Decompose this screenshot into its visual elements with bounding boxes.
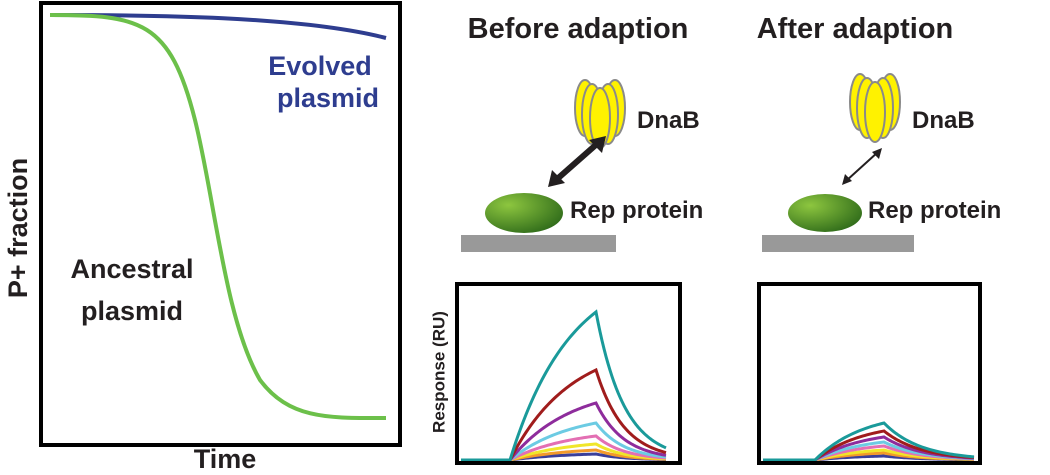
sensorgram-frame <box>455 282 682 465</box>
helicase-label: DnaB <box>637 107 700 134</box>
arrow-heads <box>548 136 606 187</box>
sensorgram-curve <box>461 309 667 462</box>
sensorgram-curve <box>461 442 667 462</box>
sensorgram-frame <box>757 282 982 465</box>
ancestral-curve <box>49 13 387 421</box>
curve-label: plasmid <box>81 296 183 326</box>
plot-frame <box>39 1 402 447</box>
panel-title: After adaption <box>757 13 954 45</box>
sensorgram-curve <box>461 367 667 462</box>
sensorgram-curves <box>461 309 975 462</box>
curve-label: plasmid <box>277 83 379 113</box>
curve-label: Ancestral <box>70 254 193 284</box>
surface <box>461 235 616 252</box>
interaction-arrow <box>845 151 879 182</box>
rep-protein <box>485 193 563 233</box>
arrow-heads <box>842 148 882 185</box>
panel-title: Before adaption <box>468 13 689 45</box>
x-axis-label: Time <box>194 444 257 474</box>
dnab-icon <box>574 79 626 149</box>
sensorgram-curve <box>461 434 667 462</box>
sensorgram-curve <box>763 421 975 462</box>
sensorgram-y-label: Response (RU) <box>429 311 448 433</box>
helicase-label: DnaB <box>912 107 975 134</box>
y-axis-label: P+ fraction <box>3 158 33 298</box>
sensorgram-curve <box>461 401 667 462</box>
sensorgram-curve <box>461 421 667 462</box>
rep-protein <box>788 194 862 232</box>
surface <box>762 235 914 252</box>
interaction-arrow <box>554 140 600 183</box>
protein-label: Rep protein <box>868 197 1001 224</box>
dnab-icon <box>849 73 901 143</box>
curve-label: Evolved <box>268 51 372 81</box>
protein-label: Rep protein <box>570 197 703 224</box>
